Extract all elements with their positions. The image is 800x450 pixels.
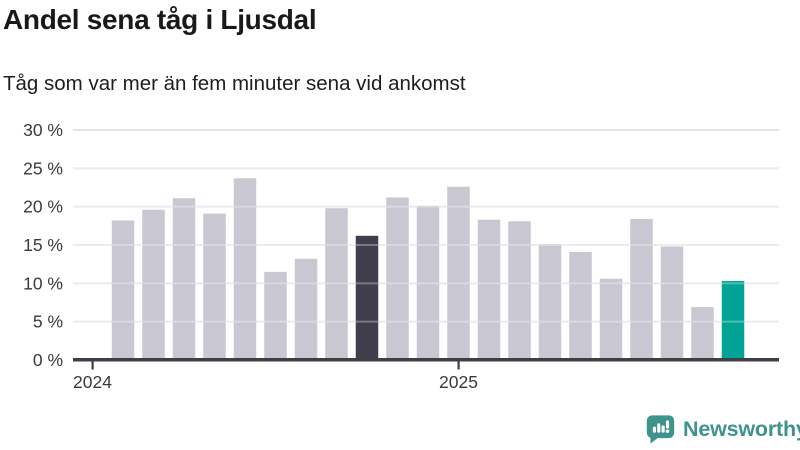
bar-2025-10 (721, 281, 745, 360)
chart-subtitle: Tåg som var mer än fem minuter sena vid … (3, 72, 466, 95)
x-axis-tick (91, 361, 94, 370)
bar-2024-10 (355, 235, 379, 360)
bar-2025-09 (691, 307, 714, 360)
bar-2024-03 (142, 209, 165, 360)
y-axis-label: 20 % (23, 197, 63, 217)
x-axis-label: 2025 (439, 372, 478, 392)
y-axis-label: 10 % (23, 273, 63, 293)
bar-2024-12 (416, 205, 440, 360)
bar-2024-02 (111, 220, 135, 360)
bar-2024-09 (325, 208, 348, 360)
bar-2025-05 (569, 251, 592, 360)
bar-2024-04 (172, 198, 196, 360)
y-axis-label: 5 % (33, 312, 63, 332)
bar-2025-01 (447, 186, 470, 360)
bar-2024-05 (203, 213, 226, 360)
bar-2025-02 (477, 219, 501, 360)
chart-title: Andel sena tåg i Ljusdal (3, 4, 317, 35)
bar-2025-07 (630, 218, 653, 360)
bar-2025-08 (660, 246, 684, 360)
newsworthy-logo: Newsworthy (645, 413, 800, 445)
y-axis-label: 25 % (23, 158, 63, 178)
y-axis-label: 15 % (23, 235, 63, 255)
y-axis-label: 30 % (23, 120, 63, 140)
y-axis-label: 0 % (33, 350, 63, 370)
bar-2025-04 (538, 244, 562, 360)
x-axis-label: 2024 (73, 372, 112, 392)
bar-2024-11 (386, 197, 409, 360)
bar-2024-08 (294, 258, 318, 360)
x-axis-tick (457, 361, 460, 370)
x-axis-line (73, 358, 779, 362)
newsworthy-brand-name: Newsworthy (683, 417, 800, 441)
newsworthy-bubble-icon (646, 415, 675, 444)
bar-2024-06 (233, 178, 257, 360)
bar-2024-07 (264, 271, 287, 360)
bar-2025-03 (508, 221, 531, 360)
bar-2025-06 (599, 278, 623, 360)
